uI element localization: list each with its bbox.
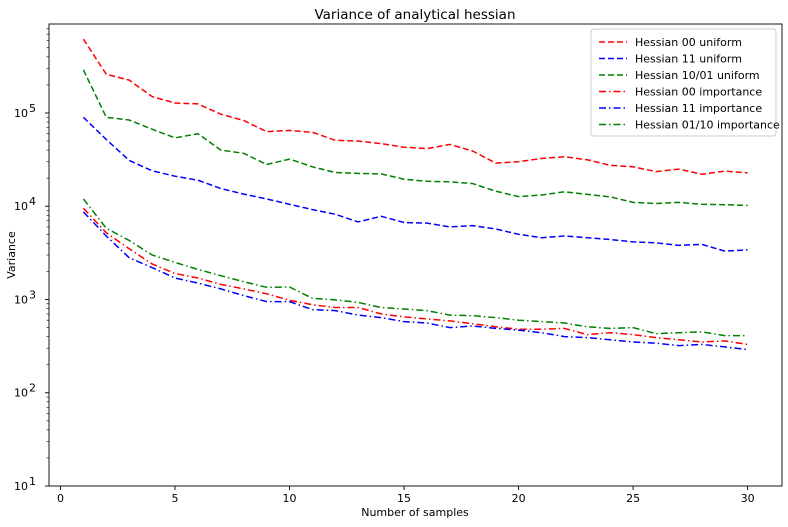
chart-title: Variance of analytical hessian: [314, 7, 515, 23]
y-tick-label-3: 10: [14, 293, 28, 306]
series-line-4: [82, 207, 748, 346]
legend-entry-4: Hessian 00 importance: [635, 86, 762, 99]
y-tick-exponent-5: 5: [29, 102, 36, 115]
y-tick-exponent-2: 2: [29, 382, 36, 395]
y-tick-exponent-1: 1: [29, 475, 36, 488]
series-line-2: [82, 116, 748, 252]
x-tick-label-20: 20: [512, 492, 526, 505]
series-line-5: [82, 211, 748, 351]
y-tick-exponent-4: 4: [29, 195, 36, 208]
legend-entry-2: Hessian 11 uniform: [635, 53, 742, 66]
x-tick-label-0: 0: [57, 492, 64, 505]
y-tick-exponent-3: 3: [29, 288, 36, 301]
y-tick-label-1: 10: [14, 480, 28, 493]
x-tick-label-30: 30: [741, 492, 755, 505]
plot-area: [82, 38, 748, 351]
axes-frame: [48, 23, 783, 487]
x-axis: 0 5 10 15 20 25 30: [57, 486, 755, 505]
x-tick-label-25: 25: [626, 492, 640, 505]
legend-entry-6: Hessian 01/10 importance: [635, 119, 780, 132]
legend-entry-3: Hessian 10/01 uniform: [635, 69, 760, 82]
legend-entry-1: Hessian 00 uniform: [635, 36, 742, 49]
series-line-6: [82, 198, 748, 337]
x-tick-label-10: 10: [283, 492, 297, 505]
series-line-1: [82, 38, 748, 176]
legend-box: [590, 28, 777, 137]
x-tick-label-15: 15: [397, 492, 411, 505]
y-tick-label-2: 10: [14, 387, 28, 400]
legend: Hessian 00 uniform Hessian 11 uniform Hess…: [590, 28, 780, 137]
x-axis-label: Number of samples: [361, 506, 469, 519]
x-tick-label-5: 5: [171, 492, 178, 505]
y-axis-label: Variance: [5, 231, 18, 279]
y-tick-label-4: 10: [14, 200, 28, 213]
series-line-3: [82, 69, 748, 207]
legend-entry-5: Hessian 11 importance: [635, 102, 762, 115]
y-tick-label-5: 10: [14, 107, 28, 120]
